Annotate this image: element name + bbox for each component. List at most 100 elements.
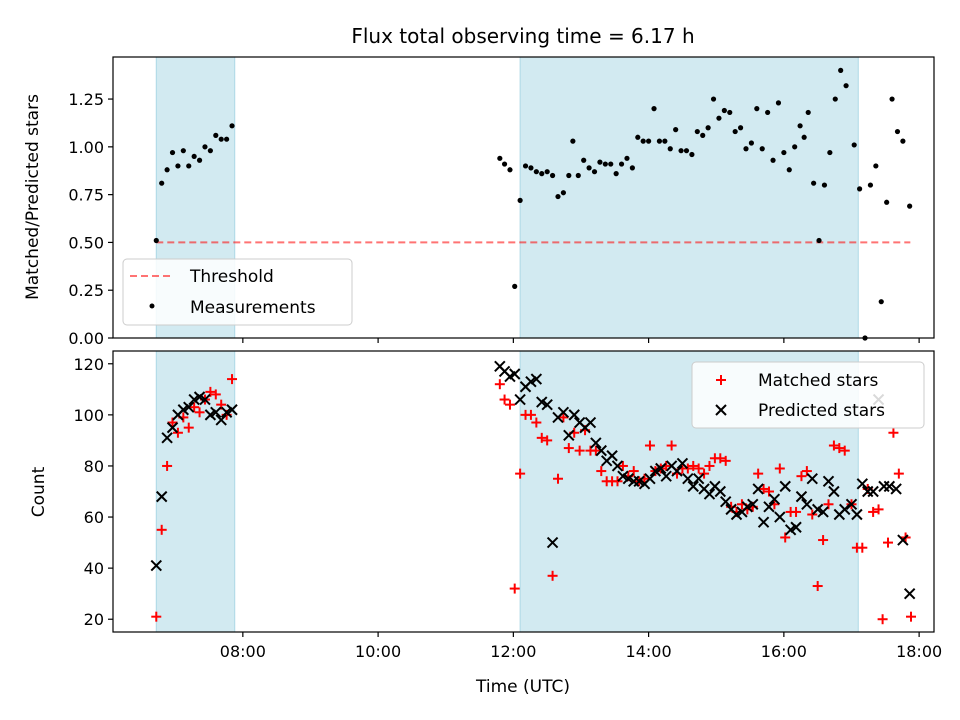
predicted-star-point	[790, 521, 802, 533]
count-axis-ticks: 20 40 60 80 100 120	[73, 355, 113, 629]
matched-star-point	[617, 460, 628, 471]
measurement-point	[581, 157, 587, 163]
x-tick-label: 14:00	[626, 642, 672, 661]
measurement-point	[770, 157, 776, 163]
marker-stroke	[498, 365, 511, 378]
measurement-point	[775, 100, 782, 106]
predicted-star-point	[883, 480, 896, 493]
measurements-legend-swatch	[149, 303, 155, 309]
predicted-star-point	[210, 406, 222, 419]
predicted-star-point	[779, 480, 791, 493]
matched-star-point	[151, 611, 162, 622]
matched-star-point	[774, 463, 785, 474]
marker-stroke	[166, 421, 179, 434]
marker-stroke	[617, 470, 629, 482]
predicted-star-point	[530, 373, 543, 385]
measurement-point	[694, 128, 700, 135]
marker-stroke	[660, 470, 672, 482]
matched-star-point	[172, 427, 183, 438]
measurement-point	[164, 167, 170, 173]
predicted-stars-points	[150, 360, 916, 600]
matched-star-point	[699, 468, 710, 479]
marker-stroke	[682, 473, 694, 485]
x-tick-label: 10:00	[355, 642, 401, 661]
matched-star-point	[828, 440, 839, 451]
predicted-star-point	[897, 534, 909, 546]
marker-stroke	[226, 404, 238, 416]
marker-stroke	[851, 508, 863, 521]
matched-star-point	[183, 422, 194, 433]
x-tick-label: 08:00	[220, 642, 266, 661]
x-axis-label: Time (UTC)	[475, 677, 570, 697]
predicted-star-point	[655, 462, 667, 475]
predicted-star-point	[568, 409, 580, 421]
predicted-star-point	[541, 398, 553, 411]
measurements-legend-label: Measurements	[190, 298, 316, 318]
predicted-star-point	[584, 416, 597, 429]
marker-stroke	[692, 473, 705, 485]
measurement-point	[224, 136, 230, 142]
matched-star-point	[818, 535, 829, 546]
matched-star-point	[162, 460, 173, 471]
measurement-point	[792, 144, 798, 150]
matched-star-point	[210, 389, 221, 400]
matched-star-point	[542, 435, 553, 446]
marker-stroke	[698, 483, 710, 495]
matched-star-point	[758, 483, 769, 494]
marker-stroke	[199, 393, 211, 406]
predicted-star-point	[166, 421, 179, 434]
measurement-point	[889, 96, 895, 102]
marker-stroke	[514, 393, 526, 406]
measurement-point	[721, 107, 727, 114]
marker-stroke	[774, 511, 786, 523]
marker-stroke	[183, 401, 195, 413]
measurement-point	[570, 138, 576, 144]
time-axis-ticks: 08:00 10:00 12:00 14:00 16:00 18:00	[220, 632, 942, 661]
matched-star-point	[906, 611, 917, 622]
count-y-tick-label: 40	[84, 559, 104, 578]
predicted-star-point	[509, 368, 521, 380]
marker-stroke	[897, 534, 909, 546]
matched-star-point	[704, 460, 715, 471]
marker-stroke	[822, 475, 835, 487]
matched-star-point	[552, 473, 563, 484]
matched-star-point	[494, 379, 505, 390]
measurement-point	[624, 155, 630, 161]
matched-star-point	[834, 443, 845, 454]
predicted-star-point	[682, 473, 694, 485]
measurement-point	[560, 190, 567, 196]
ratio-y-axis-label: Matched/Predicted stars	[23, 94, 43, 300]
measurement-point	[765, 109, 771, 116]
predicted-star-point	[845, 498, 858, 510]
marker-stroke	[817, 506, 829, 518]
matched-star-point	[547, 570, 558, 581]
marker-stroke	[676, 457, 689, 470]
measurement-point	[153, 237, 159, 244]
marker-stroke	[606, 450, 618, 462]
predicted-star-point	[806, 473, 818, 485]
matched-star-point	[715, 453, 726, 464]
predicted-star-point	[590, 437, 602, 449]
predicted-star-point	[856, 478, 869, 490]
matched-star-point	[536, 432, 547, 443]
measurement-point	[900, 138, 906, 144]
matched-star-point	[574, 445, 585, 456]
predicted-star-point	[514, 393, 526, 406]
marker-stroke	[546, 536, 559, 549]
measurement-point	[651, 106, 657, 112]
measurement-point	[878, 299, 884, 305]
marker-stroke	[210, 406, 222, 419]
measurement-point	[555, 193, 561, 200]
matched-star-point	[883, 537, 894, 548]
predicted-star-point	[546, 536, 559, 549]
marker-stroke	[768, 493, 781, 505]
matched-star-point	[796, 471, 807, 482]
x-tick-label: 18:00	[896, 642, 942, 661]
predicted-star-point	[150, 559, 162, 572]
marker-stroke	[747, 498, 759, 510]
matched-star-point	[877, 614, 888, 625]
marker-stroke	[795, 490, 808, 503]
measurement-point	[528, 165, 534, 171]
marker-stroke	[584, 416, 597, 429]
